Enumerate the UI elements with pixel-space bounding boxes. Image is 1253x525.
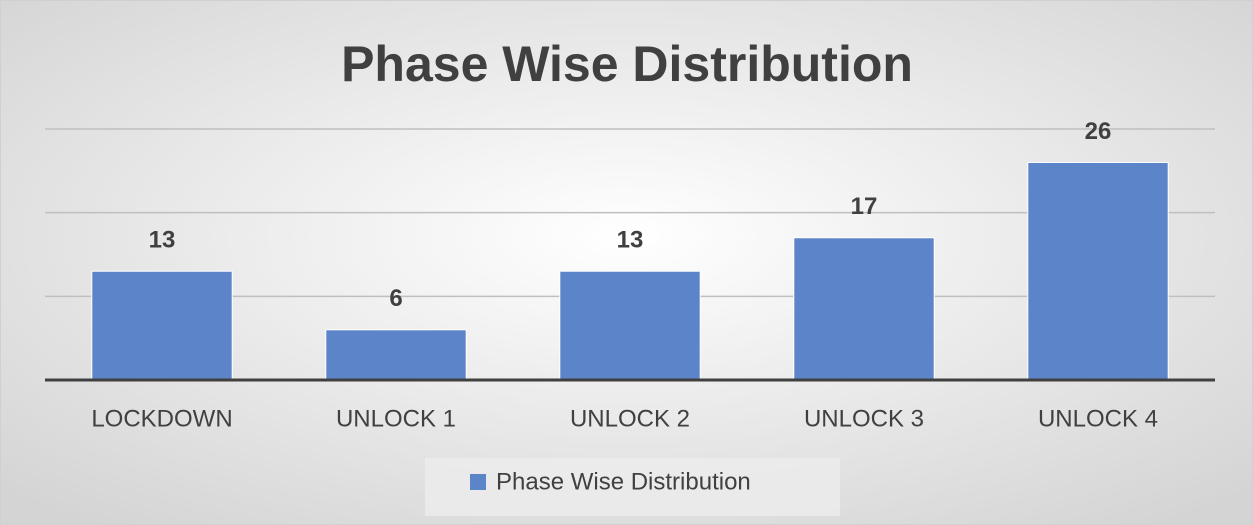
data-label: 6 <box>389 285 402 312</box>
chart-title: Phase Wise Distribution <box>341 36 913 92</box>
data-label: 13 <box>617 227 644 254</box>
x-tick-label: UNLOCK 4 <box>1038 405 1158 432</box>
data-label: 26 <box>1085 118 1112 145</box>
x-tick-label: UNLOCK 1 <box>336 405 456 432</box>
legend-box <box>425 458 840 516</box>
data-label: 17 <box>851 193 878 220</box>
legend-swatch <box>470 474 486 490</box>
bar <box>793 237 935 381</box>
bar <box>91 270 233 381</box>
bar <box>325 329 467 381</box>
legend-label: Phase Wise Distribution <box>496 468 751 495</box>
data-label: 13 <box>149 227 176 254</box>
x-tick-label: LOCKDOWN <box>91 405 232 432</box>
bar <box>559 270 701 381</box>
x-tick-label: UNLOCK 3 <box>804 405 924 432</box>
bar <box>1027 161 1169 381</box>
x-tick-label: UNLOCK 2 <box>570 405 690 432</box>
